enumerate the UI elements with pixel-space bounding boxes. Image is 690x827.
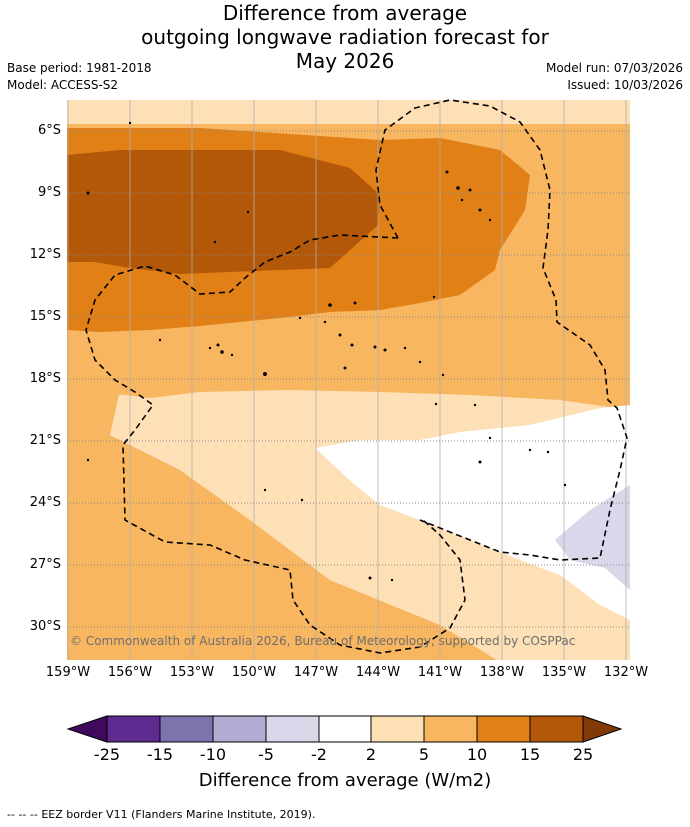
copyright-notice: © Commonwealth of Australia 2026, Bureau… (70, 634, 576, 648)
lon-label-150w: 150°W (231, 665, 277, 680)
lon-label-138w: 138°W (479, 665, 525, 680)
lat-label-12s: 12°S (29, 247, 61, 262)
chart-title-line-3: May 2026 (295, 49, 395, 73)
lat-label-30s: 30°S (29, 619, 61, 634)
colorbar-cell-neg25-neg15 (107, 716, 160, 742)
colorbar-tick-neg25: -25 (93, 745, 121, 764)
lon-label-135w: 135°W (541, 665, 587, 680)
colorbar-cell-neg10-neg5 (213, 716, 266, 742)
islands (86, 121, 567, 582)
colorbar-tick-2: 2 (365, 745, 377, 764)
eez-legend-symbol: -- -- -- (7, 808, 38, 821)
colorbar-frame (106, 715, 584, 743)
colorbar-cell-neg15-neg10 (160, 716, 213, 742)
gridlines (67, 130, 630, 628)
colorbar-tick-25: 25 (572, 745, 594, 764)
colorbar-tick-10: 10 (466, 745, 488, 764)
colorbar-cell-15-25 (530, 716, 583, 742)
colorbar-cell-5-10 (424, 716, 477, 742)
eez-legend: -- -- -- EEZ border V11 (Flanders Marine… (7, 808, 315, 821)
base-period-label: Base period: 1981-2018 (7, 61, 152, 75)
colorbar-cell-neg5-neg2 (266, 716, 319, 742)
neutral-region (315, 405, 630, 620)
lat-label-27s: 27°S (29, 557, 61, 572)
colorbar-tick-neg5: -5 (258, 745, 274, 764)
lon-label-159w: 159°W (45, 665, 91, 680)
lat-label-24s: 24°S (29, 495, 61, 510)
lat-label-18s: 18°S (29, 371, 61, 386)
colorbar-tick-5: 5 (418, 745, 430, 764)
lon-label-156w: 156°W (107, 665, 153, 680)
band-neg2-neg5 (555, 485, 630, 590)
lat-label-21s: 21°S (29, 433, 61, 448)
issued-label: Issued: 10/03/2026 (567, 78, 683, 92)
model-label: Model: ACCESS-S2 (7, 78, 119, 92)
anomaly-shading (67, 100, 630, 660)
band-2-5-bottom (110, 435, 630, 660)
colorbar-tick-15: 15 (519, 745, 541, 764)
colorbar-tick-neg15: -15 (146, 745, 174, 764)
lon-label-132w: 132°W (603, 665, 649, 680)
model-run-label: Model run: 07/03/2026 (545, 61, 683, 75)
colorbar (66, 715, 623, 743)
colorbar-lower-extend (66, 715, 108, 743)
colorbar-tick-neg10: -10 (199, 745, 227, 764)
eez-border (85, 99, 628, 654)
lon-label-153w: 153°W (169, 665, 215, 680)
lat-label-6s: 6°S (37, 123, 61, 138)
colorbar-cell-2-5 (371, 716, 424, 742)
meridians (67, 100, 627, 660)
colorbar-cell-neg2-2 (319, 716, 371, 742)
colorbar-upper-extend (582, 715, 623, 743)
eez-legend-text: EEZ border V11 (Flanders Marine Institut… (41, 808, 316, 821)
colorbar-title: Difference from average (W/m2) (198, 770, 492, 791)
lon-label-144w: 144°W (355, 665, 401, 680)
lon-label-147w: 147°W (293, 665, 339, 680)
lat-label-15s: 15°S (29, 309, 61, 324)
lon-label-141w: 141°W (417, 665, 463, 680)
colorbar-cell-10-15 (477, 716, 530, 742)
colorbar-tick-neg2: -2 (311, 745, 327, 764)
lat-label-9s: 9°S (37, 185, 61, 200)
chart-title-line-1: Difference from average (222, 1, 468, 25)
chart-title-line-2: outgoing longwave radiation forecast for (141, 25, 549, 49)
band-5-10-bottom (67, 390, 497, 660)
band-15-25 (67, 150, 380, 274)
